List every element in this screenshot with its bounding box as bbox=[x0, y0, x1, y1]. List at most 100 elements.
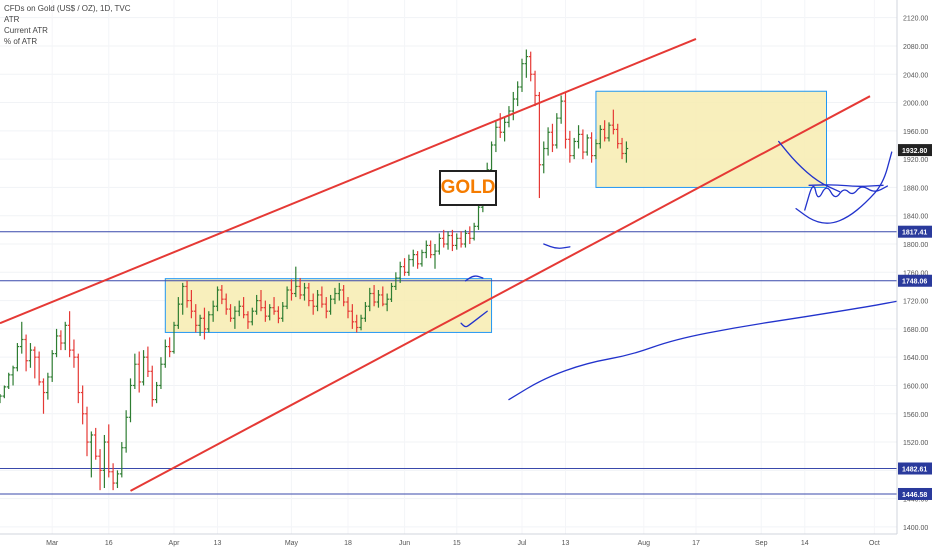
ohlc-bar bbox=[472, 222, 476, 241]
hand-drawing-curve bbox=[778, 140, 841, 193]
ohlc-bar bbox=[59, 330, 63, 351]
ohlc-bar bbox=[294, 266, 298, 298]
ohlc-bar bbox=[46, 372, 50, 400]
ohlc-bar bbox=[124, 410, 128, 453]
time-tick-label: Oct bbox=[869, 540, 880, 547]
ohlc-bar bbox=[607, 122, 611, 142]
ohlc-bar bbox=[276, 306, 281, 324]
hand-drawing-curve bbox=[543, 243, 571, 249]
ohlc-bar bbox=[159, 357, 163, 390]
ohlc-bar bbox=[11, 365, 15, 386]
ohlc-bar bbox=[620, 137, 624, 160]
ohlc-bar bbox=[141, 350, 146, 386]
ohlc-bar bbox=[241, 297, 246, 319]
consolidation-zone bbox=[595, 90, 828, 188]
ohlc-bar bbox=[498, 113, 503, 138]
ohlc-bar bbox=[41, 378, 46, 414]
ohlc-bar bbox=[589, 132, 594, 163]
ohlc-bar bbox=[376, 289, 381, 308]
ohlc-bar bbox=[228, 304, 233, 322]
ohlc-bar bbox=[398, 261, 402, 283]
ohlc-bar bbox=[615, 123, 620, 149]
ohlc-bar bbox=[450, 229, 455, 252]
ohlc-bar bbox=[267, 304, 272, 321]
ohlc-bar bbox=[594, 139, 598, 160]
price-tick-label: 1400.00 bbox=[903, 525, 928, 532]
time-tick-label: Aug bbox=[638, 540, 651, 547]
price-tick-label: 1800.00 bbox=[903, 242, 928, 249]
ohlc-bar bbox=[424, 240, 429, 259]
ohlc-bar bbox=[320, 286, 324, 308]
ohlc-bar bbox=[328, 294, 333, 315]
ohlc-bar bbox=[415, 251, 420, 269]
ohlc-bar bbox=[133, 353, 137, 390]
channel-upper-line bbox=[0, 37, 697, 325]
ohlc-bar bbox=[0, 393, 2, 404]
time-tick-label: 13 bbox=[214, 540, 222, 547]
price-tick-label: 2080.00 bbox=[903, 44, 928, 51]
time-tick-label: Mar bbox=[46, 540, 59, 547]
ohlc-bar bbox=[468, 226, 472, 245]
ohlc-bar bbox=[33, 346, 37, 379]
ohlc-bar bbox=[572, 137, 576, 160]
ohlc-bar bbox=[215, 286, 220, 312]
ohlc-bar bbox=[541, 141, 546, 174]
ohlc-bar bbox=[89, 431, 94, 478]
level-price-tag: 1748.06 bbox=[898, 274, 932, 287]
ohlc-bar bbox=[115, 470, 120, 489]
time-tick-label: May bbox=[285, 540, 299, 547]
ohlc-bar bbox=[307, 282, 311, 307]
price-tick-label: 2120.00 bbox=[903, 16, 928, 23]
ohlc-bar bbox=[433, 244, 437, 269]
ohlc-bar bbox=[280, 302, 285, 322]
ohlc-bar bbox=[167, 337, 172, 358]
legend-title: CFDs on Gold (US$ / OZ), 1D, TVC bbox=[4, 4, 131, 13]
ohlc-bar bbox=[85, 406, 89, 457]
ohlc-bar bbox=[259, 289, 263, 312]
ohlc-bar bbox=[163, 339, 168, 368]
ohlc-bar bbox=[98, 449, 102, 491]
level-price-tag: 1817.41 bbox=[898, 225, 932, 238]
ohlc-bar bbox=[611, 109, 616, 135]
price-tick-label: 1560.00 bbox=[903, 412, 928, 419]
level-price-tag: 1482.61 bbox=[898, 462, 932, 475]
price-tick-label: 1840.00 bbox=[903, 214, 928, 221]
ohlc-bar bbox=[298, 277, 302, 300]
ohlc-bar bbox=[272, 297, 276, 315]
price-tag-background bbox=[898, 462, 932, 475]
ohlc-bar bbox=[202, 307, 207, 340]
ohlc-bar bbox=[19, 321, 24, 354]
ohlc-bar bbox=[446, 231, 450, 250]
price-tag-label: 1748.06 bbox=[902, 279, 927, 286]
ohlc-bar bbox=[602, 120, 607, 142]
ohlc-bar bbox=[598, 125, 603, 149]
last-price-tag: 1932.80 bbox=[898, 144, 932, 157]
ohlc-bar bbox=[585, 134, 590, 156]
ohlc-bar bbox=[381, 286, 385, 307]
price-tick-label: 1440.00 bbox=[903, 497, 928, 504]
ohlc-bar bbox=[367, 287, 372, 312]
ohlc-bar bbox=[185, 280, 189, 308]
time-tick-label: 17 bbox=[692, 540, 700, 547]
ohlc-bar bbox=[28, 343, 33, 368]
ohlc-bar bbox=[528, 51, 533, 82]
legend-current-atr: Current ATR bbox=[4, 26, 48, 35]
ohlc-bar bbox=[285, 286, 289, 310]
ohlc-bar bbox=[180, 282, 185, 315]
price-tick-label: 2000.00 bbox=[903, 101, 928, 108]
hand-drawing-curve bbox=[808, 184, 884, 187]
ohlc-bar bbox=[24, 334, 28, 372]
ohlc-bar bbox=[15, 343, 20, 372]
time-tick-label: Jun bbox=[399, 540, 410, 547]
ohlc-bar bbox=[315, 289, 320, 312]
ohlc-bar bbox=[246, 311, 250, 329]
price-tick-label: 1920.00 bbox=[903, 157, 928, 164]
ohlc-bar bbox=[67, 311, 72, 358]
ohlc-bar bbox=[337, 282, 342, 301]
ohlc-bar bbox=[220, 285, 224, 305]
ohlc-bar bbox=[333, 287, 337, 305]
ohlc-bar bbox=[2, 385, 7, 399]
